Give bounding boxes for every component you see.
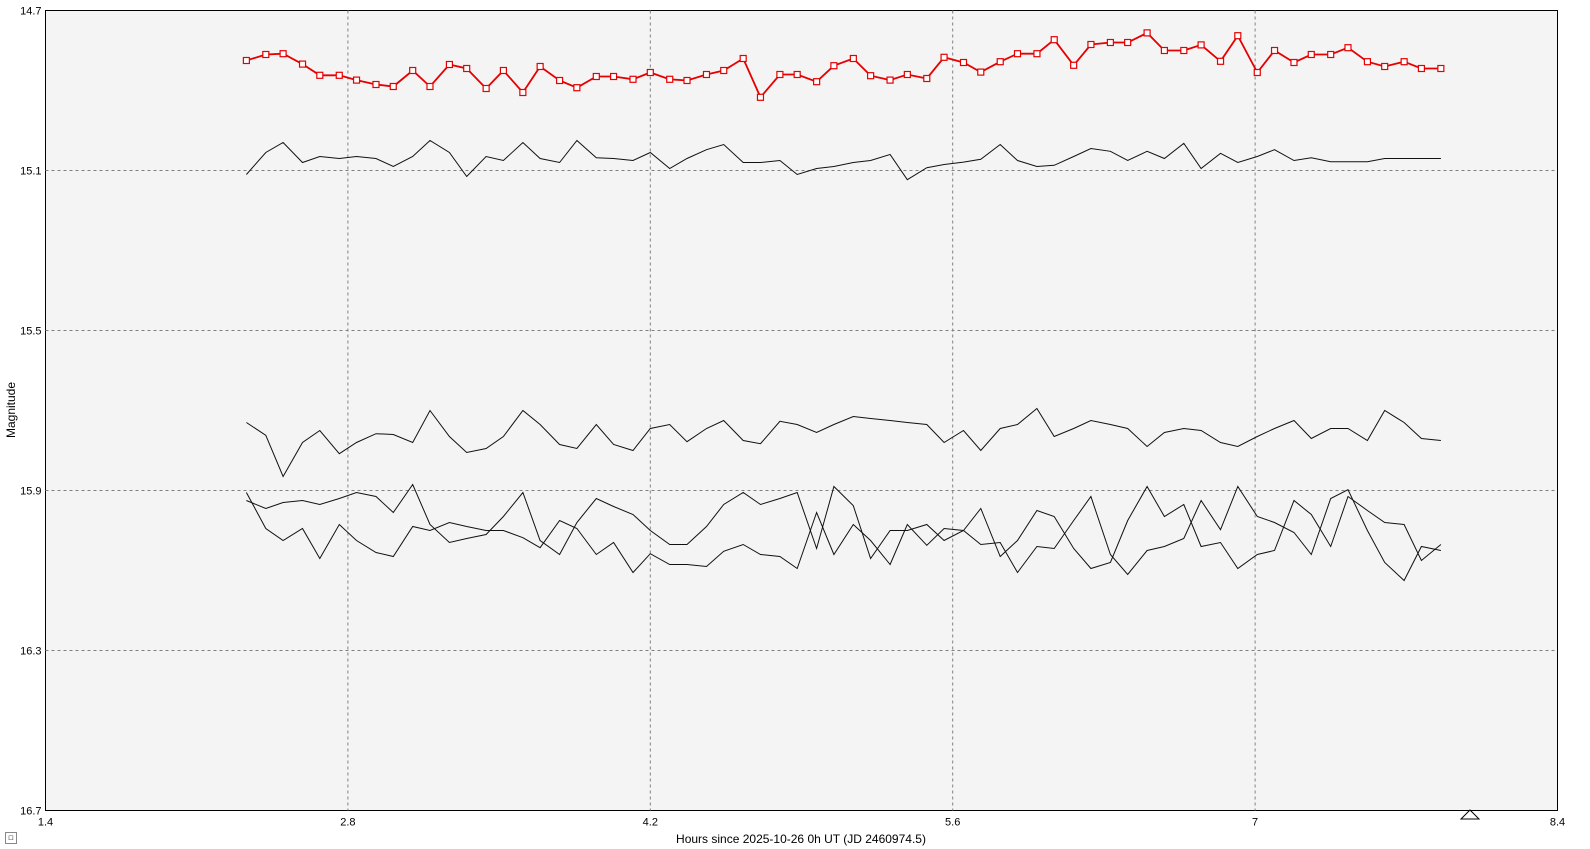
data-point[interactable] — [1160, 46, 1168, 55]
data-point[interactable] — [463, 64, 471, 73]
data-point[interactable] — [499, 66, 508, 75]
data-point[interactable] — [813, 78, 821, 86]
data-point[interactable] — [1307, 50, 1315, 59]
data-point[interactable] — [756, 93, 765, 101]
x-tick-label: 5.6 — [945, 817, 960, 829]
data-point[interactable] — [1437, 64, 1445, 73]
x-tick-label: 4.2 — [643, 817, 658, 829]
data-point[interactable] — [1290, 58, 1298, 67]
data-point[interactable] — [903, 70, 911, 79]
data-point[interactable] — [1400, 58, 1408, 66]
x-tick-label: 1.4 — [38, 817, 53, 829]
data-point[interactable] — [720, 66, 728, 75]
data-point[interactable] — [977, 68, 985, 76]
y-tick-label: 14.7 — [20, 6, 41, 18]
data-point[interactable] — [1216, 57, 1225, 65]
data-point[interactable] — [262, 50, 270, 59]
x-tick-label: 2.8 — [340, 817, 355, 829]
data-point[interactable] — [316, 71, 324, 79]
data-point[interactable] — [609, 72, 618, 81]
data-point[interactable] — [298, 60, 307, 68]
data-point[interactable] — [592, 72, 600, 81]
corner-toggle-button[interactable]: ◽ — [5, 832, 17, 844]
data-point[interactable] — [409, 66, 417, 75]
data-point[interactable] — [1124, 38, 1132, 47]
data-point[interactable] — [555, 76, 564, 85]
data-point[interactable] — [372, 80, 380, 89]
data-point[interactable] — [1363, 58, 1372, 66]
data-point[interactable] — [646, 68, 654, 77]
data-point[interactable] — [776, 70, 784, 79]
data-point[interactable] — [1344, 44, 1352, 52]
data-point[interactable] — [702, 70, 711, 79]
data-point[interactable] — [482, 84, 490, 93]
data-point[interactable] — [830, 62, 838, 70]
y-tick-label: 15.9 — [20, 486, 41, 498]
series-line-0 — [246, 31, 1441, 99]
y-tick-label: 16.7 — [20, 806, 41, 818]
data-point[interactable] — [536, 62, 544, 71]
data-point[interactable] — [1270, 46, 1279, 55]
series-line-4 — [245, 485, 1442, 582]
data-point[interactable] — [279, 50, 287, 58]
series-line-1 — [246, 139, 1441, 181]
data-point[interactable] — [739, 54, 747, 63]
series-line-3 — [246, 483, 1442, 570]
data-point[interactable] — [1234, 32, 1242, 40]
data-point[interactable] — [996, 58, 1004, 66]
data-point[interactable] — [683, 76, 691, 85]
data-point[interactable] — [1381, 62, 1389, 71]
data-point[interactable] — [1180, 46, 1188, 55]
data-point[interactable] — [1327, 50, 1335, 59]
gridlines — [45, 10, 1558, 811]
data-point[interactable] — [352, 76, 361, 84]
data-point[interactable] — [573, 84, 581, 92]
y-tick-label: 16.3 — [20, 646, 41, 658]
y-tick-label: 15.5 — [20, 326, 41, 338]
data-point[interactable] — [923, 74, 931, 83]
series-layer — [242, 29, 1445, 582]
data-point[interactable] — [666, 75, 674, 83]
data-point[interactable] — [1197, 41, 1205, 49]
x-tick-labels: 1.4 2.8 4.2 5.6 7 8.4 — [38, 817, 1565, 829]
x-tick-label: 7 — [1252, 817, 1258, 829]
data-point[interactable] — [629, 75, 637, 83]
y-tick-labels: 14.7 15.1 15.5 15.9 16.3 16.7 — [20, 6, 41, 818]
x-tick-label: 8.4 — [1550, 817, 1565, 829]
data-point[interactable] — [1050, 36, 1058, 44]
data-point[interactable] — [1013, 50, 1022, 58]
triangle-icon[interactable] — [1459, 809, 1481, 820]
data-point[interactable] — [1087, 40, 1095, 49]
data-point[interactable] — [1070, 61, 1078, 69]
data-point[interactable] — [242, 56, 250, 65]
data-point[interactable] — [867, 72, 875, 80]
data-point[interactable] — [1417, 64, 1426, 73]
data-point[interactable] — [445, 60, 454, 69]
data-point[interactable] — [1253, 68, 1261, 77]
data-point[interactable] — [335, 71, 343, 79]
data-point[interactable] — [849, 54, 857, 63]
y-axis-label: Magnitude — [4, 382, 18, 438]
data-point[interactable] — [940, 53, 948, 61]
data-point[interactable] — [519, 88, 527, 97]
data-point[interactable] — [1033, 50, 1041, 58]
data-point[interactable] — [886, 76, 894, 84]
data-point[interactable] — [426, 82, 434, 91]
y-tick-label: 15.1 — [20, 166, 41, 178]
data-point[interactable] — [793, 70, 801, 79]
data-point[interactable] — [959, 58, 968, 67]
plot-area — [45, 10, 1558, 811]
data-point[interactable] — [1106, 38, 1114, 47]
data-point[interactable] — [389, 82, 397, 91]
x-axis-label: Hours since 2025-10-26 0h UT (JD 2460974… — [676, 832, 926, 846]
data-point[interactable] — [1143, 29, 1151, 37]
series-line-2 — [246, 407, 1441, 478]
